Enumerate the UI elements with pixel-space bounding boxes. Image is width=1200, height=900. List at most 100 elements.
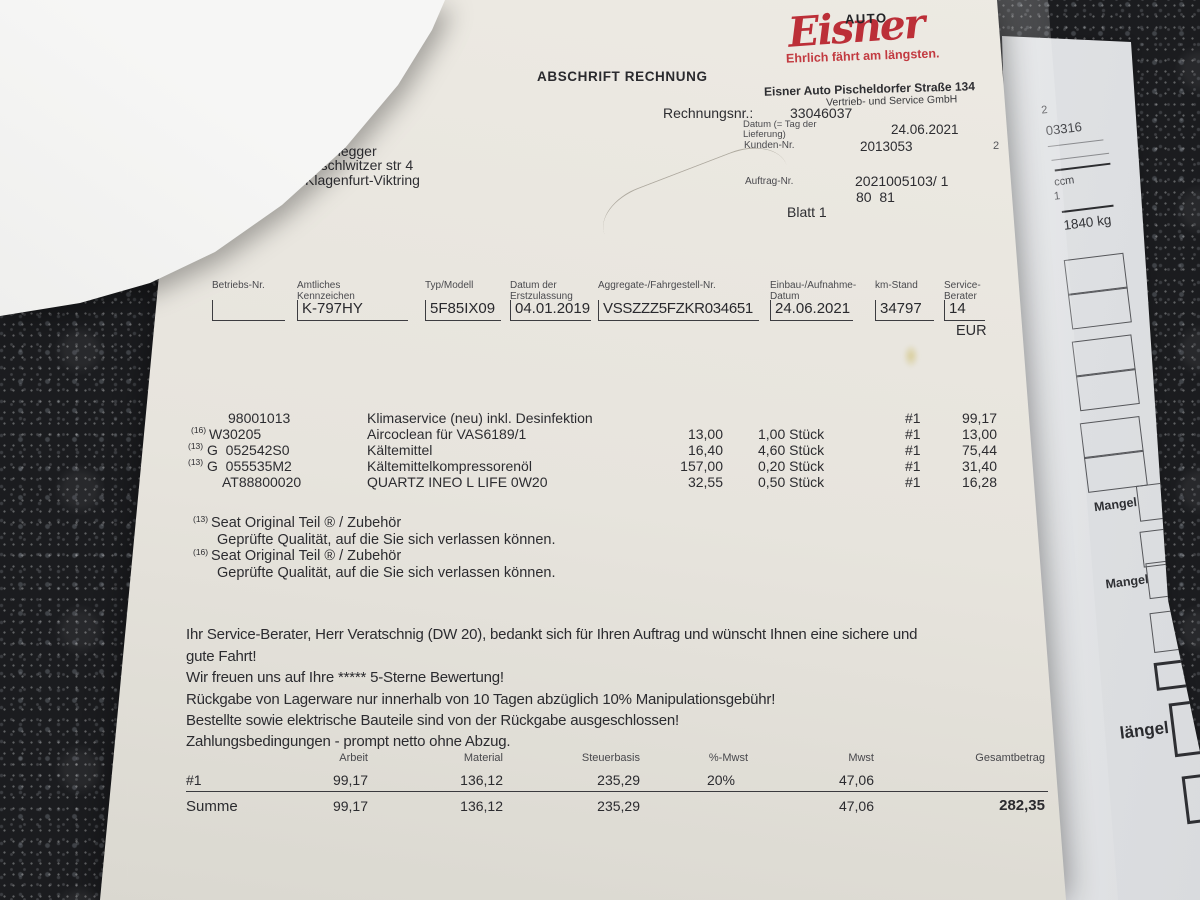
footer-line: Bestellte sowie elektrische Bauteile sin… [186, 712, 679, 729]
totals-row1-steuerbasis: 235,29 [597, 772, 640, 788]
field-value: 24.06.2021 [770, 300, 853, 321]
item-quantity: 1,00 Stück [758, 426, 825, 442]
note-line2: Geprüfte Qualität, auf die Sie sich verl… [217, 565, 556, 581]
vehicle-field-erstzulassung: Datum der Erstzulassung 04.01.2019 [510, 280, 591, 321]
item-total: 99,17 [961, 410, 997, 426]
item-total: 31,40 [961, 458, 997, 474]
item-code: G 055535M2 [207, 458, 292, 474]
invoice-line-item: AT88800020 QUARTZ INEO L LIFE 0W20 32,55… [100, 474, 1066, 490]
order-no-label: Auftrag-Nr. [745, 176, 794, 187]
item-total: 16,28 [961, 474, 997, 490]
vehicle-field-serviceberater: Service- Berater 14 [944, 280, 985, 321]
paper-smudge [903, 344, 919, 368]
totals-sum-label: Summe [186, 798, 238, 815]
totals-sum-mwst: 47,06 [838, 798, 874, 814]
currency-label: EUR [956, 323, 987, 339]
field-value: 14 [944, 300, 985, 321]
note-ref: (13) [193, 514, 209, 524]
vehicle-field-betriebsnr: Betriebs-Nr. [212, 280, 285, 321]
totals-header-mwst: Mwst [848, 752, 874, 764]
item-prefix: (16) [191, 425, 207, 435]
invoice-line-item: (13) G 052542S0 Kältemittel 16,40 4,60 S… [100, 441, 1066, 458]
totals-header-pct-mwst: %-Mwst [708, 752, 748, 764]
totals-row1-mwst: 47,06 [838, 772, 874, 788]
customer-no-label: Kunden-Nr. [744, 140, 795, 151]
item-tax-ref: #1 [905, 458, 921, 474]
order-no-line2: 80 81 [856, 189, 895, 205]
vehicle-field-typ: Typ/Modell 5F85IX09 [425, 280, 501, 321]
item-prefix: (13) [188, 441, 204, 451]
totals-sum-gesamtbetrag: 282,35 [999, 797, 1045, 814]
item-unit-price: 13,00 [687, 426, 723, 442]
vehicle-field-kmstand: km-Stand 34797 [875, 280, 934, 321]
totals-row1-pct: 20% [706, 772, 735, 788]
field-value [212, 300, 285, 321]
item-description: Kältemittelkompressorenöl [367, 458, 532, 474]
field-label: Amtliches [297, 280, 341, 291]
field-label: Betriebs-Nr. [212, 280, 265, 291]
vehicle-field-fahrgestell: Aggregate-/Fahrgestell-Nr. VSSZZZ5FZKR03… [598, 280, 759, 321]
date-label: Datum (= Tag der [743, 119, 817, 130]
item-tax-ref: #1 [905, 474, 921, 490]
field-label: Datum der [510, 280, 557, 291]
edge-character: 2 [993, 140, 1000, 152]
field-label: Kennzeichen [297, 290, 355, 302]
note-line1: Seat Original Teil ® / Zubehör [211, 548, 402, 564]
item-quantity: 0,50 Stück [758, 474, 825, 490]
totals-header-gesamtbetrag: Gesamtbetrag [975, 752, 1045, 764]
invoice-line-item: 98001013 Klimaservice (neu) inkl. Desinf… [100, 410, 1066, 426]
item-description: Klimaservice (neu) inkl. Desinfektion [367, 410, 593, 426]
item-tax-ref: #1 [905, 426, 921, 442]
date-value: 24.06.2021 [891, 122, 959, 137]
totals-sum-steuerbasis: 235,29 [597, 798, 640, 814]
item-unit-price: 16,40 [687, 442, 723, 458]
totals-sum-arbeit: 99,17 [332, 798, 368, 814]
customer-no-value: 2013053 [860, 139, 913, 154]
note-line2: Geprüfte Qualität, auf die Sie sich verl… [217, 532, 556, 548]
field-label: Einbau-/Aufnahme- [770, 280, 857, 291]
invoice-no-label: Rechnungsnr.: [663, 105, 754, 121]
item-code: G 052542S0 [207, 442, 290, 458]
field-label: Berater [944, 290, 977, 302]
note-line1: Seat Original Teil ® / Zubehör [211, 515, 402, 531]
item-code: AT88800020 [222, 474, 302, 490]
item-code: 98001013 [228, 410, 291, 426]
totals-row1-arbeit: 99,17 [332, 772, 368, 788]
field-value: 04.01.2019 [510, 300, 591, 321]
field-label: Datum [770, 290, 800, 302]
field-label: Service- [944, 280, 981, 291]
date-label2: Lieferung) [743, 129, 786, 140]
document-title: ABSCHRIFT RECHNUNG [537, 69, 708, 84]
totals-row1-material: 136,12 [460, 772, 503, 788]
totals-rule [186, 791, 1048, 792]
item-description: Aircoclean für VAS6189/1 [367, 426, 527, 442]
footer-line: Zahlungsbedingungen - prompt netto ohne … [186, 733, 511, 750]
item-quantity: 4,60 Stück [758, 442, 825, 458]
field-label: Erstzulassung [510, 290, 573, 302]
item-unit-price: 32,55 [687, 474, 723, 490]
totals-row1-label: #1 [186, 772, 202, 788]
item-prefix: (13) [188, 457, 204, 467]
footer-line: gute Fahrt! [186, 648, 257, 665]
item-tax-ref: #1 [905, 410, 921, 426]
field-value: K-797HY [297, 300, 408, 321]
vehicle-field-kennzeichen: Amtliches Kennzeichen K-797HY [297, 280, 408, 321]
item-tax-ref: #1 [905, 442, 921, 458]
vehicle-field-einbaudatum: Einbau-/Aufnahme- Datum 24.06.2021 [770, 280, 857, 321]
field-label: km-Stand [875, 280, 918, 291]
totals-header-arbeit: Arbeit [339, 752, 368, 764]
item-description: QUARTZ INEO L LIFE 0W20 [367, 474, 548, 490]
item-total: 75,44 [961, 442, 997, 458]
item-quantity: 0,20 Stück [758, 458, 825, 474]
invoice-line-item: (13) G 055535M2 Kältemittelkompressorenö… [100, 457, 1066, 474]
note-ref: (16) [193, 547, 209, 557]
item-description: Kältemittel [367, 442, 433, 458]
invoice-line-item: (16) W30205 Aircoclean für VAS6189/1 13,… [100, 425, 1066, 442]
totals-sum-material: 136,12 [460, 798, 503, 814]
order-no-value: 2021005103/ 1 [855, 173, 949, 189]
totals-header-steuerbasis: Steuerbasis [581, 752, 640, 764]
